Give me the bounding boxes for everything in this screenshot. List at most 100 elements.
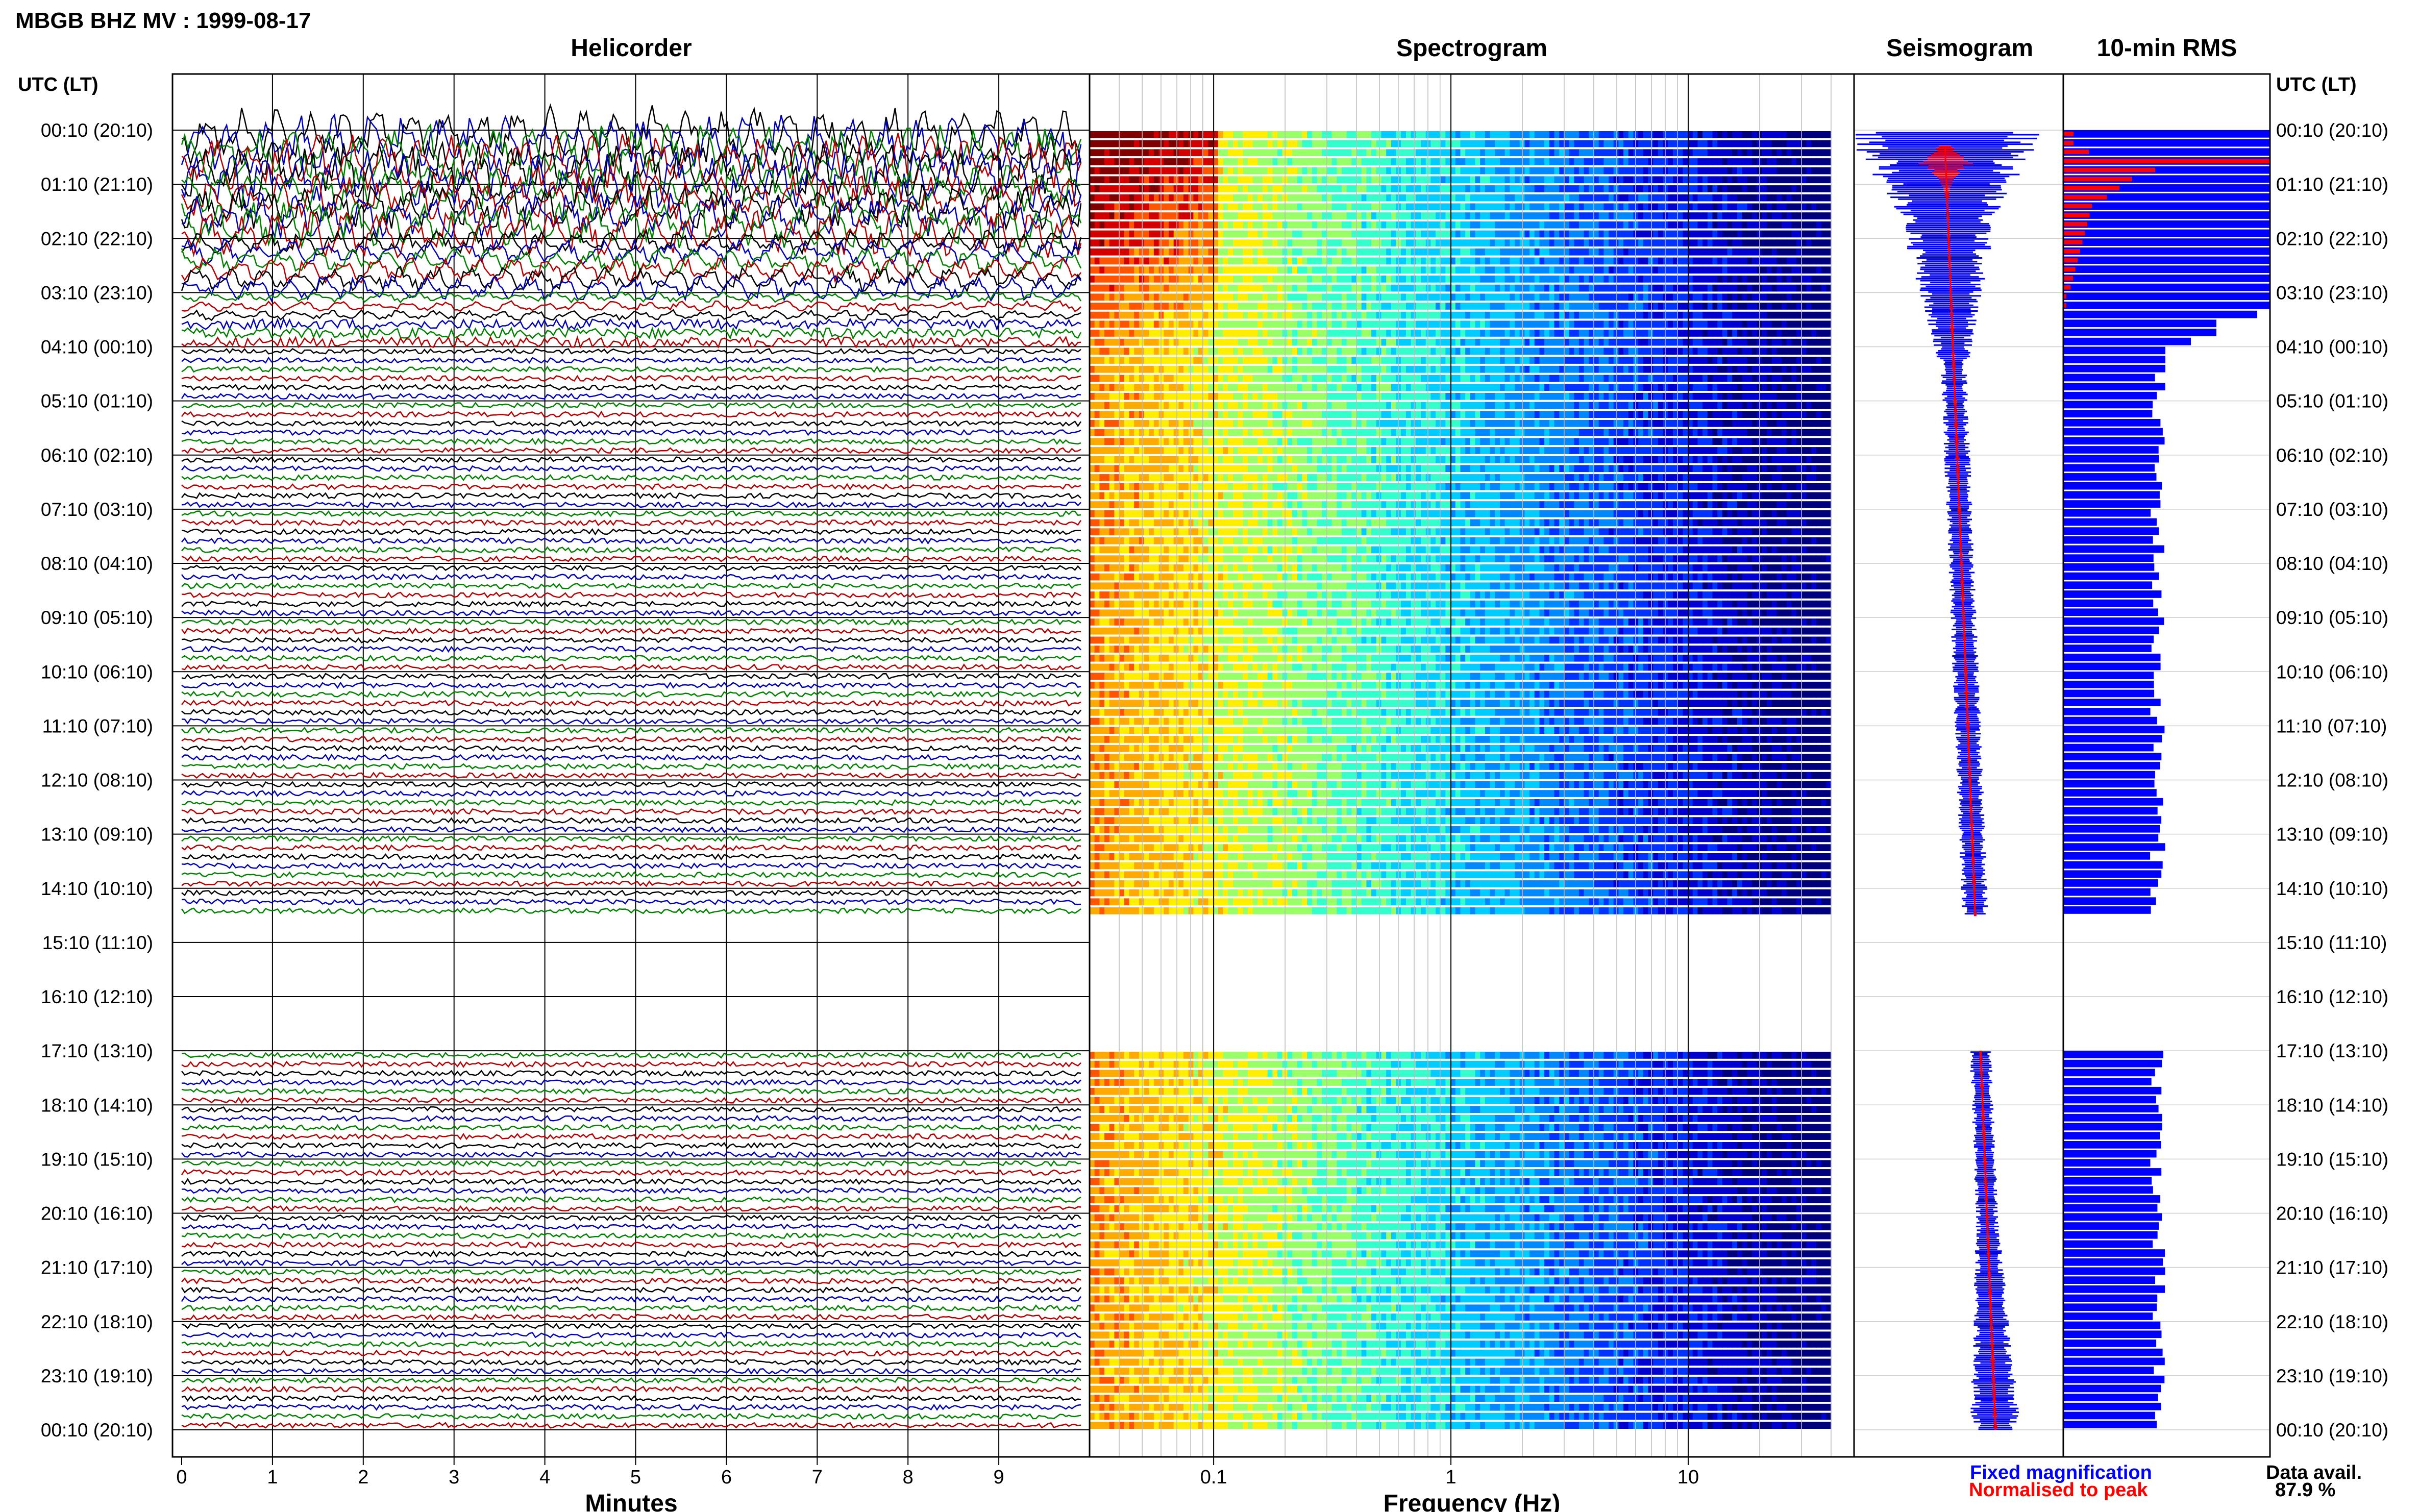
spectrogram-cell <box>1386 348 1392 355</box>
spectrogram-cell <box>1717 140 1723 147</box>
spectrogram-cell <box>1193 338 1199 346</box>
spectrogram-cell <box>1228 384 1233 391</box>
spectrogram-cell <box>1752 392 1758 400</box>
spectrogram-cell <box>1094 293 1100 301</box>
spectrogram-cell <box>1806 384 1812 391</box>
spectrogram-cell <box>1821 357 1826 364</box>
spectrogram-cell <box>1193 266 1199 274</box>
spectrogram-cell <box>1598 230 1604 238</box>
spectrogram-cell <box>1702 158 1708 165</box>
spectrogram-cell <box>1771 293 1777 301</box>
spectrogram-cell <box>1198 239 1204 246</box>
spectrogram-cell <box>1099 303 1105 310</box>
spectrogram-cell <box>1623 375 1629 382</box>
spectrogram-cell <box>1129 140 1134 147</box>
spectrogram-cell <box>1144 375 1149 382</box>
spectrogram-cell <box>1816 303 1822 310</box>
spectrogram-cell <box>1391 311 1397 319</box>
spectrogram-cell <box>1193 230 1199 238</box>
spectrogram-cell <box>1559 411 1565 418</box>
spectrogram-cell <box>1119 221 1125 229</box>
spectrogram-cell <box>1267 365 1273 373</box>
spectrogram-cell <box>1272 158 1278 165</box>
spectrogram-cell <box>1430 311 1436 319</box>
spectrogram-cell <box>1470 392 1476 400</box>
spectrogram-cell <box>1144 338 1149 346</box>
spectrogram-cell <box>1683 248 1688 256</box>
spectrogram-cell <box>1104 167 1110 175</box>
spectrogram-cell <box>1782 140 1787 147</box>
spectrogram-cell <box>1124 176 1130 184</box>
spectrogram-cell <box>1638 311 1644 319</box>
spectrogram-cell <box>1287 149 1293 157</box>
spectrogram-cell <box>1450 402 1456 409</box>
spectrogram-cell <box>1811 158 1817 165</box>
spectrogram-cell <box>1688 402 1693 409</box>
spectrogram-cell <box>1801 248 1807 256</box>
spectrogram-cell <box>1485 392 1491 400</box>
spectrogram-cell <box>1529 384 1535 391</box>
spectrogram-cell <box>1134 330 1140 337</box>
spectrogram-cell <box>1302 158 1307 165</box>
spectrogram-cell <box>1460 311 1466 319</box>
spectrogram-cell <box>1109 348 1115 355</box>
spectrogram-cell <box>1742 293 1747 301</box>
spectrogram-cell <box>1623 131 1629 138</box>
spectrogram-cell <box>1114 131 1120 138</box>
spectrogram-cell <box>1663 149 1668 157</box>
spectrogram-cell <box>1164 411 1169 418</box>
spectrogram-cell <box>1337 402 1342 409</box>
spectrogram-cell <box>1440 140 1446 147</box>
spectrogram-cell <box>1312 392 1318 400</box>
spectrogram-cell <box>1436 149 1441 157</box>
spectrogram-cell <box>1589 330 1594 337</box>
spectrogram-cell <box>1638 212 1644 219</box>
spectrogram-cell <box>1470 131 1476 138</box>
spectrogram-cell <box>1747 402 1752 409</box>
spectrogram-cell <box>1114 320 1120 328</box>
spectrogram-cell <box>1529 293 1535 301</box>
spectrogram-cell <box>1238 384 1243 391</box>
spectrogram-cell <box>1169 365 1174 373</box>
spectrogram-cell <box>1628 131 1634 138</box>
spectrogram-cell <box>1411 239 1416 246</box>
spectrogram-cell <box>1628 257 1634 265</box>
spectrogram-cell <box>1485 239 1491 246</box>
spectrogram-cell <box>1752 284 1758 292</box>
spectrogram-cell <box>1554 176 1560 184</box>
spectrogram-cell <box>1771 158 1777 165</box>
spectrogram-cell <box>1722 230 1728 238</box>
spectrogram-cell <box>1153 320 1159 328</box>
spectrogram-cell <box>1203 330 1209 337</box>
spectrogram-cell <box>1326 284 1332 292</box>
spectrogram-cell <box>1732 230 1738 238</box>
spectrogram-cell <box>1465 194 1471 202</box>
spectrogram-cell <box>1430 167 1436 175</box>
spectrogram-cell <box>1648 149 1653 157</box>
spectrogram-cell <box>1430 131 1436 138</box>
spectrogram-cell <box>1658 131 1664 138</box>
spectrogram-cell <box>1742 284 1747 292</box>
spectrogram-cell <box>1470 194 1476 202</box>
spectrogram-cell <box>1376 266 1382 274</box>
spectrogram-cell <box>1574 293 1579 301</box>
helicorder-trace <box>181 591 1081 599</box>
spectrogram-cell <box>1134 266 1140 274</box>
spectrogram-cell <box>1287 384 1293 391</box>
spectrogram-cell <box>1263 167 1268 175</box>
spectrogram-cell <box>1633 266 1639 274</box>
spectrogram-cell <box>1816 392 1822 400</box>
spectrogram-cell <box>1574 266 1579 274</box>
spectrogram-cell <box>1475 248 1480 256</box>
spectrogram-cell <box>1134 365 1140 373</box>
spectrogram-cell <box>1104 357 1110 364</box>
spectrogram-cell <box>1257 392 1263 400</box>
spectrogram-cell <box>1436 221 1441 229</box>
spectrogram-cell <box>1569 194 1574 202</box>
spectrogram-cell <box>1515 230 1520 238</box>
spectrogram-cell <box>1119 194 1125 202</box>
left-time-label: 08:10 (04:10) <box>41 553 153 574</box>
spectrogram-cell <box>1589 176 1594 184</box>
spectrogram-cell <box>1455 239 1461 246</box>
spectrogram-cell <box>1549 330 1555 337</box>
